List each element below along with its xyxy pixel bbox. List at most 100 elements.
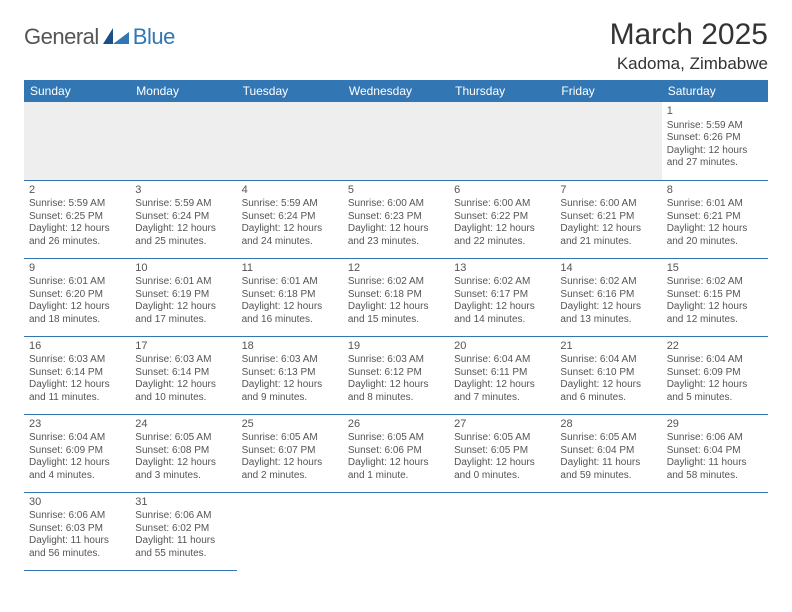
daylight-line: Daylight: 12 hours and 0 minutes. [454,457,550,482]
sunset-line: Sunset: 6:10 PM [560,367,656,380]
logo-flag-icon [103,26,131,49]
daylight-line: Daylight: 12 hours and 15 minutes. [348,301,444,326]
daylight-line: Daylight: 12 hours and 17 minutes. [135,301,231,326]
calendar-cell: 13Sunrise: 6:02 AMSunset: 6:17 PMDayligh… [449,258,555,336]
calendar-cell-empty [130,102,236,180]
sunset-line: Sunset: 6:20 PM [29,289,125,302]
day-header: Saturday [662,80,768,102]
day-number: 29 [667,418,763,432]
calendar-table: SundayMondayTuesdayWednesdayThursdayFrid… [24,80,768,571]
calendar-cell-empty [555,102,661,180]
sunset-line: Sunset: 6:14 PM [29,367,125,380]
day-header: Friday [555,80,661,102]
calendar-cell-empty [449,102,555,180]
calendar-row: 30Sunrise: 6:06 AMSunset: 6:03 PMDayligh… [24,492,768,570]
sunset-line: Sunset: 6:26 PM [667,132,763,145]
sunset-line: Sunset: 6:17 PM [454,289,550,302]
sunset-line: Sunset: 6:04 PM [667,445,763,458]
sunrise-line: Sunrise: 6:02 AM [454,276,550,289]
day-number: 7 [560,184,656,198]
calendar-cell: 7Sunrise: 6:00 AMSunset: 6:21 PMDaylight… [555,180,661,258]
calendar-cell: 20Sunrise: 6:04 AMSunset: 6:11 PMDayligh… [449,336,555,414]
sunrise-line: Sunrise: 6:00 AM [560,198,656,211]
day-number: 26 [348,418,444,432]
calendar-row: 16 Sunrise: 6:03 AM Sunset: 6:14 PM Dayligh… [24,336,768,414]
calendar-cell: 15Sunrise: 6:02 AMSunset: 6:15 PMDayligh… [662,258,768,336]
calendar-cell: 25Sunrise: 6:05 AMSunset: 6:07 PMDayligh… [237,414,343,492]
sunrise-line: Sunrise: 6:05 AM [454,432,550,445]
sunrise-line: Sunrise: 6:03 AM [242,354,338,367]
calendar-row: 9Sunrise: 6:01 AMSunset: 6:20 PMDaylight… [24,258,768,336]
day-number: 15 [667,262,763,276]
sunrise-line: Sunrise: 6:01 AM [29,276,125,289]
day-number: 19 [348,340,444,354]
calendar-cell: 19Sunrise: 6:03 AMSunset: 6:12 PMDayligh… [343,336,449,414]
sunset-line: Sunset: 6:19 PM [135,289,231,302]
sunset-line: Sunset: 6:13 PM [242,367,338,380]
sunrise-line: Sunrise: 6:04 AM [667,354,763,367]
day-number: 13 [454,262,550,276]
sunset-line: Sunset: 6:11 PM [454,367,550,380]
day-number: 18 [242,340,338,354]
sunset-line: Sunset: 6:21 PM [560,211,656,224]
daylight-line: Daylight: 12 hours and 21 minutes. [560,223,656,248]
logo: General Blue [24,18,175,50]
day-number: 28 [560,418,656,432]
sunrise-line: Sunrise: 6:05 AM [348,432,444,445]
day-number: 3 [135,184,231,198]
daylight-line: Daylight: 12 hours and 13 minutes. [560,301,656,326]
sunset-line: Sunset: 6:09 PM [29,445,125,458]
day-number: 16 [29,340,125,354]
calendar-cell: 3Sunrise: 5:59 AMSunset: 6:24 PMDaylight… [130,180,236,258]
day-number: 25 [242,418,338,432]
day-header: Monday [130,80,236,102]
daylight-line: Daylight: 12 hours and 22 minutes. [454,223,550,248]
sunrise-line: Sunrise: 6:05 AM [242,432,338,445]
day-number: 24 [135,418,231,432]
sunrise-line: Sunrise: 6:02 AM [348,276,444,289]
daylight-line: Daylight: 12 hours and 6 minutes. [560,379,656,404]
daylight-line: Daylight: 12 hours and 25 minutes. [135,223,231,248]
calendar-cell-empty [343,492,449,570]
day-number: 9 [29,262,125,276]
day-number: 20 [454,340,550,354]
calendar-cell-empty [237,492,343,570]
sunrise-line: Sunrise: 5:59 AM [135,198,231,211]
month-title: March 2025 [610,18,768,52]
daylight-line: Daylight: 12 hours and 8 minutes. [348,379,444,404]
daylight-line: Daylight: 12 hours and 20 minutes. [667,223,763,248]
day-number: 31 [135,496,231,510]
sunrise-line: Sunrise: 6:06 AM [135,510,231,523]
daylight-line: Daylight: 12 hours and 16 minutes. [242,301,338,326]
day-number: 30 [29,496,125,510]
calendar-cell: 22Sunrise: 6:04 AMSunset: 6:09 PMDayligh… [662,336,768,414]
calendar-cell: 17Sunrise: 6:03 AMSunset: 6:14 PMDayligh… [130,336,236,414]
sunrise-line: Sunrise: 6:04 AM [29,432,125,445]
day-number: 11 [242,262,338,276]
daylight-line: Daylight: 12 hours and 9 minutes. [242,379,338,404]
logo-text-blue: Blue [133,24,175,50]
sunrise-line: Sunrise: 6:03 AM [135,354,231,367]
calendar-cell: 27Sunrise: 6:05 AMSunset: 6:05 PMDayligh… [449,414,555,492]
sunrise-line: Sunrise: 6:01 AM [667,198,763,211]
calendar-cell: 6Sunrise: 6:00 AMSunset: 6:22 PMDaylight… [449,180,555,258]
calendar-cell: 14Sunrise: 6:02 AMSunset: 6:16 PMDayligh… [555,258,661,336]
day-number: 17 [135,340,231,354]
sunset-line: Sunset: 6:03 PM [29,523,125,536]
sunrise-line: Sunrise: 5:59 AM [29,198,125,211]
sunrise-line: Sunrise: 6:00 AM [348,198,444,211]
sunset-line: Sunset: 6:02 PM [135,523,231,536]
sunset-line: Sunset: 6:24 PM [135,211,231,224]
daylight-line: Daylight: 12 hours and 2 minutes. [242,457,338,482]
calendar-cell: 9Sunrise: 6:01 AMSunset: 6:20 PMDaylight… [24,258,130,336]
calendar-cell: 28Sunrise: 6:05 AMSunset: 6:04 PMDayligh… [555,414,661,492]
sunrise-line: Sunrise: 6:01 AM [242,276,338,289]
day-number: 2 [29,184,125,198]
sunrise-line: Sunrise: 6:02 AM [560,276,656,289]
calendar-cell: 2Sunrise: 5:59 AMSunset: 6:25 PMDaylight… [24,180,130,258]
calendar-cell: 12Sunrise: 6:02 AMSunset: 6:18 PMDayligh… [343,258,449,336]
sunrise-line: Sunrise: 6:04 AM [454,354,550,367]
daylight-line: Daylight: 12 hours and 23 minutes. [348,223,444,248]
calendar-row: 1Sunrise: 5:59 AMSunset: 6:26 PMDaylight… [24,102,768,180]
sunrise-line: Sunrise: 6:00 AM [454,198,550,211]
